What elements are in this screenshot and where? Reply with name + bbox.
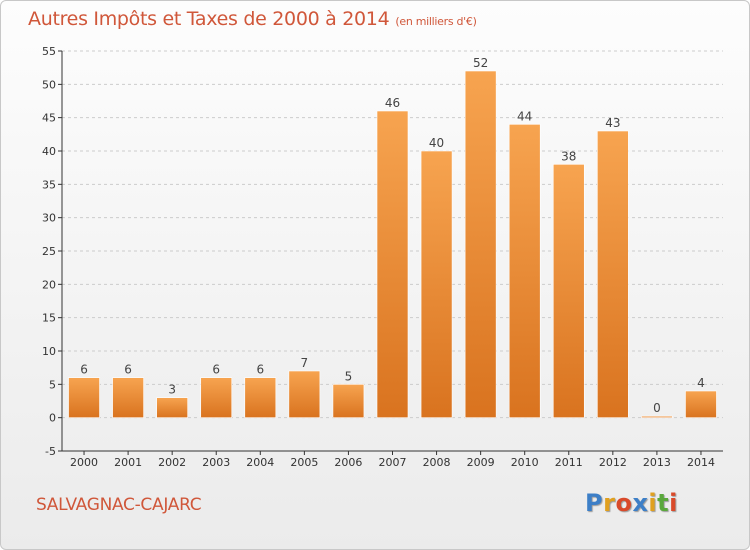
data-label: 0 xyxy=(653,401,661,415)
data-label: 3 xyxy=(168,383,176,397)
logo-letter: i xyxy=(669,489,678,517)
data-label: 4 xyxy=(697,376,705,390)
y-tick-label: 55 xyxy=(42,45,56,58)
bar xyxy=(112,377,144,418)
y-tick-label: -5 xyxy=(45,445,56,458)
bar xyxy=(244,377,277,418)
data-label: 6 xyxy=(80,363,88,377)
bar xyxy=(685,390,717,418)
y-tick-label: 35 xyxy=(42,178,56,191)
data-label: 52 xyxy=(473,56,488,70)
bars xyxy=(68,70,717,418)
data-label: 40 xyxy=(429,136,444,150)
x-tick-label: 2001 xyxy=(114,456,142,469)
x-tick-label: 2010 xyxy=(511,456,539,469)
y-tick-label: 50 xyxy=(42,78,56,91)
x-tick-label: 2008 xyxy=(423,456,451,469)
y-tick-label: 45 xyxy=(42,112,56,125)
data-label: 6 xyxy=(256,363,264,377)
bar xyxy=(68,377,100,418)
bar xyxy=(464,70,497,418)
logo-letter: P xyxy=(585,489,604,517)
proxiti-logo: Proxiti xyxy=(585,489,678,517)
logo-letter: o xyxy=(615,489,633,517)
data-label: 7 xyxy=(301,356,309,370)
logo-letter: i xyxy=(648,489,658,517)
y-tick-label: 25 xyxy=(42,245,56,258)
data-label: 46 xyxy=(385,96,400,110)
chart-subtitle: (en milliers d'€) xyxy=(395,15,477,28)
y-tick-label: 10 xyxy=(42,345,56,358)
y-tick-label: 15 xyxy=(42,312,56,325)
labels: 6 6 3 6 6 7 5 46 40 52 44 38 43 0 4 xyxy=(80,56,705,415)
data-label: 6 xyxy=(212,363,220,377)
commune-name: SALVAGNAC-CAJARC xyxy=(36,495,202,515)
x-tick-label: 2000 xyxy=(70,456,98,469)
y-tick-label: 20 xyxy=(42,278,56,291)
bar xyxy=(200,377,233,418)
x-tick-label: 2006 xyxy=(334,456,362,469)
bar xyxy=(641,415,673,418)
bar xyxy=(332,384,365,418)
x-tick-label: 2003 xyxy=(202,456,230,469)
data-label: 5 xyxy=(345,369,353,383)
y-tick-label: 30 xyxy=(42,212,56,225)
data-label: 6 xyxy=(124,363,132,377)
bar xyxy=(420,150,453,418)
bar xyxy=(156,397,188,418)
y-tick-label: 5 xyxy=(49,378,56,391)
data-label: 43 xyxy=(605,116,620,130)
x-tick-label: 2014 xyxy=(687,456,715,469)
bar xyxy=(508,124,541,418)
bar xyxy=(288,370,321,418)
logo-letter: r xyxy=(603,489,616,517)
bar xyxy=(597,130,629,418)
chart-title-text: Autres Impôts et Taxes de 2000 à 2014 xyxy=(28,8,390,30)
x-tick-label: 2012 xyxy=(599,456,627,469)
x-tick-label: 2007 xyxy=(379,456,407,469)
logo-letter: t xyxy=(657,489,670,517)
bar xyxy=(552,164,585,418)
x-tick-label: 2009 xyxy=(467,456,495,469)
bar xyxy=(376,110,409,418)
x-tick-label: 2011 xyxy=(555,456,583,469)
data-label: 44 xyxy=(517,109,532,123)
x-tick-label: 2013 xyxy=(643,456,671,469)
x-tick-label: 2005 xyxy=(290,456,318,469)
x-tick-label: 2004 xyxy=(246,456,274,469)
y-tick-label: 0 xyxy=(49,412,56,425)
chart-title: Autres Impôts et Taxes de 2000 à 2014 (en… xyxy=(28,8,477,30)
data-label: 38 xyxy=(561,149,576,163)
y-tick-label: 40 xyxy=(42,145,56,158)
x-tick-label: 2002 xyxy=(158,456,186,469)
logo-letter: x xyxy=(632,489,649,517)
